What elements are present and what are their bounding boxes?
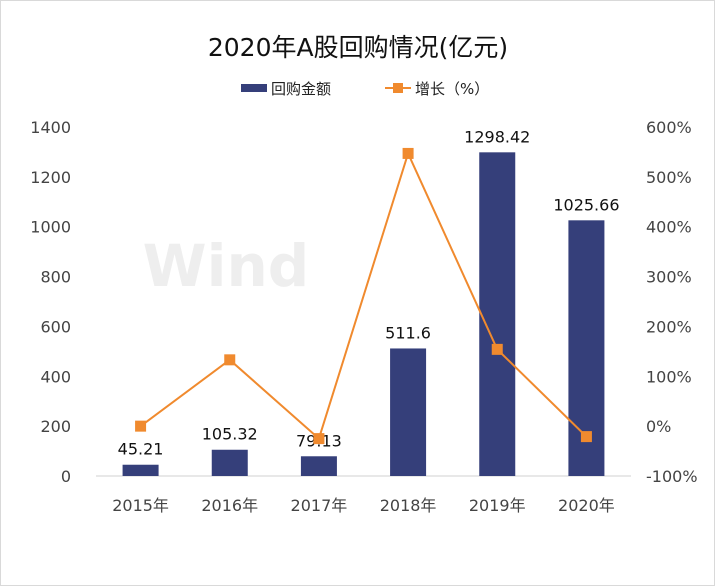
bar	[390, 348, 427, 476]
bar	[300, 456, 337, 476]
x-tick-label: 2020年	[558, 496, 615, 515]
y-right-tick-label: 400%	[646, 218, 692, 237]
bar	[211, 449, 248, 476]
bar-data-label: 1025.66	[553, 195, 619, 214]
y-right-tick-label: 500%	[646, 168, 692, 187]
growth-point	[491, 343, 503, 355]
legend-bar-swatch	[241, 84, 267, 92]
y-left-tick-label: 1200	[30, 168, 71, 187]
watermark: Wind	[143, 232, 310, 300]
y-right-tick-label: 600%	[646, 118, 692, 137]
legend-label-line: 增长（%）	[415, 80, 489, 98]
y-left-tick-label: 0	[61, 467, 71, 486]
y-left-tick-label: 1000	[30, 218, 71, 237]
y-right-tick-label: 100%	[646, 367, 692, 386]
x-tick-label: 2019年	[469, 496, 526, 515]
bar-data-label: 511.6	[385, 323, 431, 342]
growth-point	[313, 433, 325, 445]
bar-data-label: 45.21	[118, 440, 164, 459]
legend-label-bar: 回购金额	[271, 80, 331, 98]
y-left-tick-label: 800	[40, 268, 71, 287]
bar	[479, 152, 516, 476]
y-left-tick-label: 1400	[30, 118, 71, 137]
x-tick-label: 2016年	[201, 496, 258, 515]
x-tick-label: 2017年	[291, 496, 348, 515]
legend-line-marker	[393, 83, 403, 93]
y-left-tick-label: 600	[40, 317, 71, 336]
y-left-tick-label: 400	[40, 367, 71, 386]
y-right-tick-label: 200%	[646, 317, 692, 336]
x-tick-label: 2018年	[380, 496, 437, 515]
y-right-tick-label: 300%	[646, 268, 692, 287]
y-right-tick-label: -100%	[646, 467, 698, 486]
growth-point	[135, 420, 147, 432]
y-right-tick-label: 0%	[646, 417, 671, 436]
growth-line	[139, 150, 588, 441]
chart-title: 2020年A股回购情况(亿元)	[208, 33, 508, 62]
bar	[122, 464, 159, 476]
x-tick-label: 2015年	[112, 496, 169, 515]
growth-point	[402, 147, 414, 159]
bar-data-label: 1298.42	[464, 127, 530, 146]
growth-point	[224, 354, 236, 366]
y-left-tick-label: 200	[40, 417, 71, 436]
bar-data-label: 105.32	[202, 425, 258, 444]
growth-point	[580, 431, 592, 443]
